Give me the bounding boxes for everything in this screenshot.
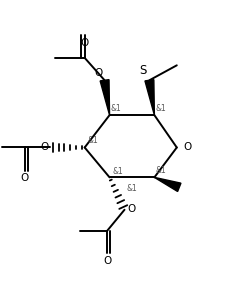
Polygon shape bbox=[100, 80, 110, 115]
Text: S: S bbox=[139, 64, 147, 77]
Text: &1: &1 bbox=[156, 166, 166, 175]
Text: &1: &1 bbox=[113, 167, 123, 176]
Text: &1: &1 bbox=[111, 104, 122, 113]
Text: &1: &1 bbox=[156, 104, 166, 113]
Polygon shape bbox=[145, 80, 154, 115]
Text: O: O bbox=[94, 68, 103, 78]
Text: &1: &1 bbox=[126, 184, 137, 193]
Text: O: O bbox=[127, 204, 135, 214]
Text: O: O bbox=[21, 173, 29, 183]
Text: &1: &1 bbox=[88, 137, 98, 146]
Polygon shape bbox=[154, 177, 181, 191]
Text: O: O bbox=[183, 142, 191, 153]
Text: O: O bbox=[103, 256, 111, 266]
Text: O: O bbox=[80, 38, 89, 48]
Text: O: O bbox=[40, 142, 49, 152]
